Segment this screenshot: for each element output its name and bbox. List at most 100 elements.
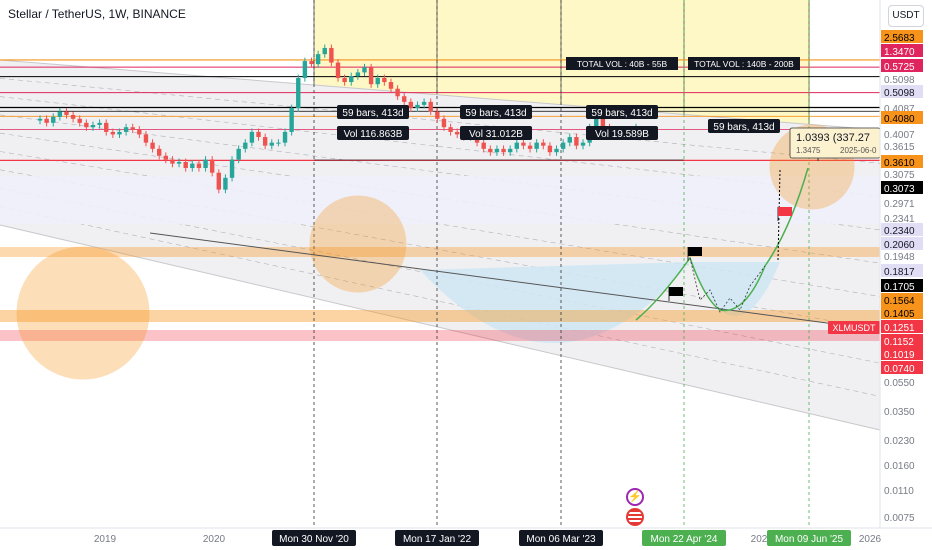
candle-body — [64, 111, 69, 115]
candle-body — [137, 129, 142, 135]
candle-body — [223, 177, 228, 190]
price-box-date: 2025-06-0 — [840, 146, 877, 155]
time-marker-bg — [767, 530, 851, 546]
channel-bottom-line — [0, 224, 881, 431]
zone-orange-1 — [0, 247, 880, 257]
price-tick: 0.0550 — [884, 378, 915, 389]
price-tag-bg — [881, 264, 923, 277]
candle-body — [84, 122, 89, 128]
time-marker-label: Mon 30 Nov '20 — [279, 534, 349, 545]
candle-body — [375, 78, 380, 85]
zone-orange-2 — [0, 310, 880, 322]
candle-body — [117, 131, 122, 135]
price-tag-bg — [881, 223, 923, 236]
candle-body — [435, 111, 440, 119]
candle-body — [329, 47, 334, 63]
candle-body — [44, 118, 49, 123]
candle-body — [408, 101, 414, 109]
price-tag: 0.1564 — [884, 296, 915, 307]
candle-body — [51, 116, 56, 123]
candle-body — [243, 142, 248, 149]
candle-body — [216, 172, 221, 190]
bars-label-bg — [708, 119, 780, 133]
bars-label: 59 bars, 413d — [465, 108, 526, 119]
price-tag-bg — [881, 320, 923, 333]
candle-body — [104, 122, 109, 132]
symbol-tag: XLMUSDT — [832, 323, 876, 333]
candle-body — [335, 62, 341, 79]
total-vol-bg — [566, 57, 678, 70]
zone-red — [0, 330, 880, 341]
price-tag-bg — [881, 306, 923, 319]
price-tag-bg — [881, 30, 923, 43]
candle-body — [236, 148, 241, 160]
projected-path — [635, 167, 809, 321]
candle-body — [567, 137, 572, 143]
lightning-icon[interactable]: ⚡ — [626, 488, 644, 506]
bars-label-bg — [337, 105, 409, 119]
us-flag-icon[interactable] — [626, 508, 644, 526]
price-tag-bg — [881, 334, 923, 347]
candle-body — [282, 131, 288, 143]
price-tag-bg — [881, 111, 923, 124]
price-tag: 0.3610 — [884, 158, 915, 169]
candle-body — [547, 145, 553, 153]
candle-body — [37, 118, 43, 121]
price-tag-bg — [881, 361, 923, 374]
price-tag: 2.5683 — [884, 33, 915, 44]
candle-body — [441, 118, 447, 128]
candle-body — [594, 118, 599, 128]
candle-body — [362, 67, 367, 73]
candle-body — [163, 155, 169, 160]
price-tag: 1.3470 — [884, 47, 915, 58]
candle-body — [560, 142, 566, 149]
price-tick: 0.3615 — [884, 142, 915, 153]
time-marker-bg — [519, 530, 603, 546]
candle-body — [256, 131, 261, 138]
time-marker-bg — [272, 530, 356, 546]
time-marker-bg — [395, 530, 479, 546]
time-marker-label: Mon 17 Jan '22 — [403, 534, 472, 545]
candle-body — [600, 118, 606, 128]
bars-label-bg — [586, 105, 658, 119]
candle-body — [514, 142, 519, 149]
candle-body — [580, 142, 586, 146]
price-tag: 0.2340 — [884, 226, 915, 237]
year-tick: 2019 — [94, 534, 117, 545]
currency-unit-button[interactable]: USDT — [888, 5, 924, 27]
price-tag-bg — [881, 59, 923, 72]
price-tick: 0.5098 — [884, 75, 915, 86]
candle-body — [521, 142, 526, 146]
price-tick: 0.1948 — [884, 252, 915, 263]
price-tag: 0.3073 — [884, 184, 915, 195]
candle-body — [150, 142, 155, 149]
candle-body — [196, 163, 202, 168]
year-tick: 202 — [751, 534, 768, 545]
candle-body — [507, 148, 513, 153]
candle-body — [368, 67, 374, 85]
vol-label-bg — [460, 126, 532, 140]
candle-body — [183, 161, 188, 168]
candle-body — [494, 148, 500, 153]
bars-label: 59 bars, 413d — [713, 122, 774, 133]
total-vol-label: TOTAL VOL : 40B - 55B — [577, 59, 668, 69]
price-tick: 0.0350 — [884, 407, 915, 418]
price-box-sub: 1.3475 — [796, 146, 821, 155]
year-tick: 2026 — [859, 534, 882, 545]
descending-trendline — [149, 232, 881, 331]
price-tag-bg — [881, 85, 923, 98]
price-tick: 0.0230 — [884, 436, 915, 447]
chart-title: Stellar / TetherUS, 1W, BINANCE — [8, 7, 186, 21]
falling-channel-band — [0, 60, 880, 430]
candle-body — [123, 127, 129, 132]
vol-label-bg — [586, 126, 658, 140]
bars-label: 59 bars, 413d — [591, 108, 652, 119]
price-tag-bg — [881, 44, 923, 57]
price-tag: 0.2060 — [884, 240, 915, 251]
candle-body — [130, 127, 135, 130]
candle-body — [421, 101, 427, 105]
channel-dashed-line — [0, 206, 881, 397]
bars-label: 59 bars, 413d — [342, 108, 403, 119]
candle-body — [541, 142, 546, 146]
